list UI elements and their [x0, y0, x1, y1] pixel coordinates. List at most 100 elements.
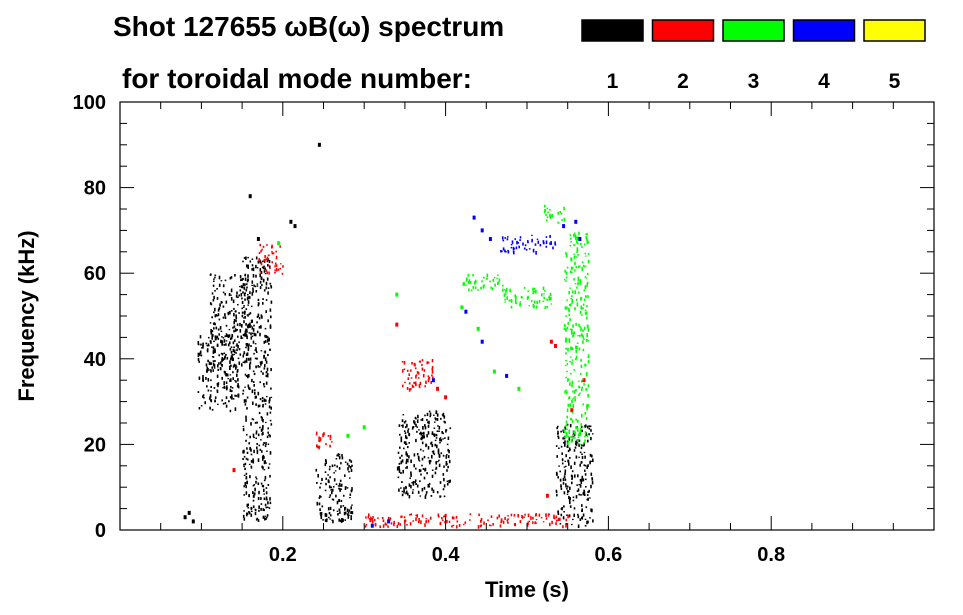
spectral-mark [319, 495, 321, 498]
y-tick-label: 0 [95, 520, 106, 542]
spectral-mark [400, 460, 403, 465]
spectral-mark [247, 274, 249, 278]
spectral-mark [339, 484, 341, 487]
spectral-mark [245, 308, 248, 310]
spectral-mark [531, 234, 533, 236]
spectral-mark [406, 436, 408, 440]
spectral-mark [447, 455, 450, 459]
spectral-mark [247, 264, 249, 269]
spectral-mark [258, 444, 261, 447]
plot-area [120, 102, 934, 530]
series-n3-point-7 [277, 241, 281, 246]
spectral-mark [581, 453, 583, 455]
spectral-mark [265, 487, 268, 489]
spectral-mark [435, 434, 438, 437]
spectral-mark [246, 283, 248, 286]
spectral-mark [260, 325, 262, 329]
spectral-mark [496, 274, 499, 277]
spectral-mark [583, 493, 586, 496]
spectral-mark [564, 426, 567, 430]
spectral-mark [226, 333, 228, 337]
spectral-mark [536, 238, 539, 240]
spectral-mark [585, 311, 588, 315]
spectral-mark [244, 273, 247, 277]
spectral-mark [257, 313, 260, 317]
spectral-mark [337, 453, 340, 457]
spectral-mark [572, 436, 575, 439]
spectral-mark [504, 249, 506, 253]
spectral-mark [442, 454, 445, 457]
spectral-mark [401, 459, 404, 463]
spectral-mark [581, 413, 583, 418]
spectral-mark [330, 486, 332, 489]
spectral-mark [240, 335, 242, 339]
spectral-mark [330, 488, 332, 491]
spectral-mark [420, 473, 422, 476]
spectral-mark [262, 466, 264, 470]
spectral-mark [232, 326, 234, 329]
spectral-mark [403, 360, 406, 365]
spectral-mark [568, 429, 571, 432]
spectral-mark [267, 431, 269, 434]
spectral-mark [270, 315, 272, 319]
spectral-mark [546, 216, 549, 219]
spectral-mark [259, 272, 262, 275]
spectral-mark [250, 345, 252, 347]
spectral-mark [245, 491, 248, 494]
legend-label-2: 2 [677, 70, 689, 93]
spectral-mark [399, 523, 402, 526]
spectral-mark [275, 267, 278, 272]
spectral-mark [400, 515, 402, 519]
spectral-mark [255, 264, 257, 269]
spectral-mark [264, 517, 266, 521]
spectral-mark [255, 477, 258, 480]
spectral-mark [246, 286, 248, 289]
spectral-mark [198, 376, 201, 380]
spectral-mark [213, 311, 215, 314]
spectral-mark [579, 281, 581, 285]
spectral-mark [379, 525, 381, 529]
spectral-mark [576, 302, 579, 305]
spectral-mark [511, 240, 514, 244]
spectral-mark [577, 380, 580, 382]
spectral-mark [265, 258, 267, 261]
spectral-mark [336, 465, 338, 468]
spectral-mark [575, 345, 577, 350]
spectral-mark [228, 328, 231, 331]
spectral-mark [264, 357, 267, 362]
spectral-mark [571, 290, 574, 294]
spectral-mark [587, 354, 590, 358]
spectral-mark [546, 207, 549, 210]
spectral-mark [420, 448, 422, 451]
spectral-mark [578, 483, 580, 486]
spectral-mark [344, 519, 346, 521]
spectral-mark [577, 524, 580, 528]
spectral-mark [545, 219, 548, 222]
series-n4-point-0 [472, 215, 476, 220]
spectral-mark [316, 482, 318, 484]
spectral-mark [402, 424, 404, 428]
series-n3-cluster-0 [462, 273, 504, 292]
spectral-mark [245, 399, 247, 403]
spectral-mark [365, 523, 368, 526]
spectral-mark [442, 438, 444, 440]
spectral-mark [435, 461, 437, 465]
spectral-mark [320, 482, 322, 485]
spectral-mark [210, 329, 212, 333]
spectral-mark [329, 444, 331, 448]
spectral-mark [256, 449, 259, 452]
spectral-mark [239, 285, 241, 288]
spectral-mark [232, 348, 235, 353]
spectral-mark [329, 506, 332, 510]
spectral-mark [338, 499, 341, 502]
spectral-mark [263, 270, 266, 273]
spectral-mark [236, 348, 238, 352]
spectral-mark [242, 389, 245, 392]
spectral-mark [243, 305, 245, 307]
spectral-mark [250, 336, 253, 340]
spectral-mark [570, 438, 573, 443]
spectral-mark [567, 378, 569, 382]
spectral-mark [233, 325, 236, 328]
spectral-mark [568, 498, 571, 502]
spectral-mark [438, 426, 441, 430]
